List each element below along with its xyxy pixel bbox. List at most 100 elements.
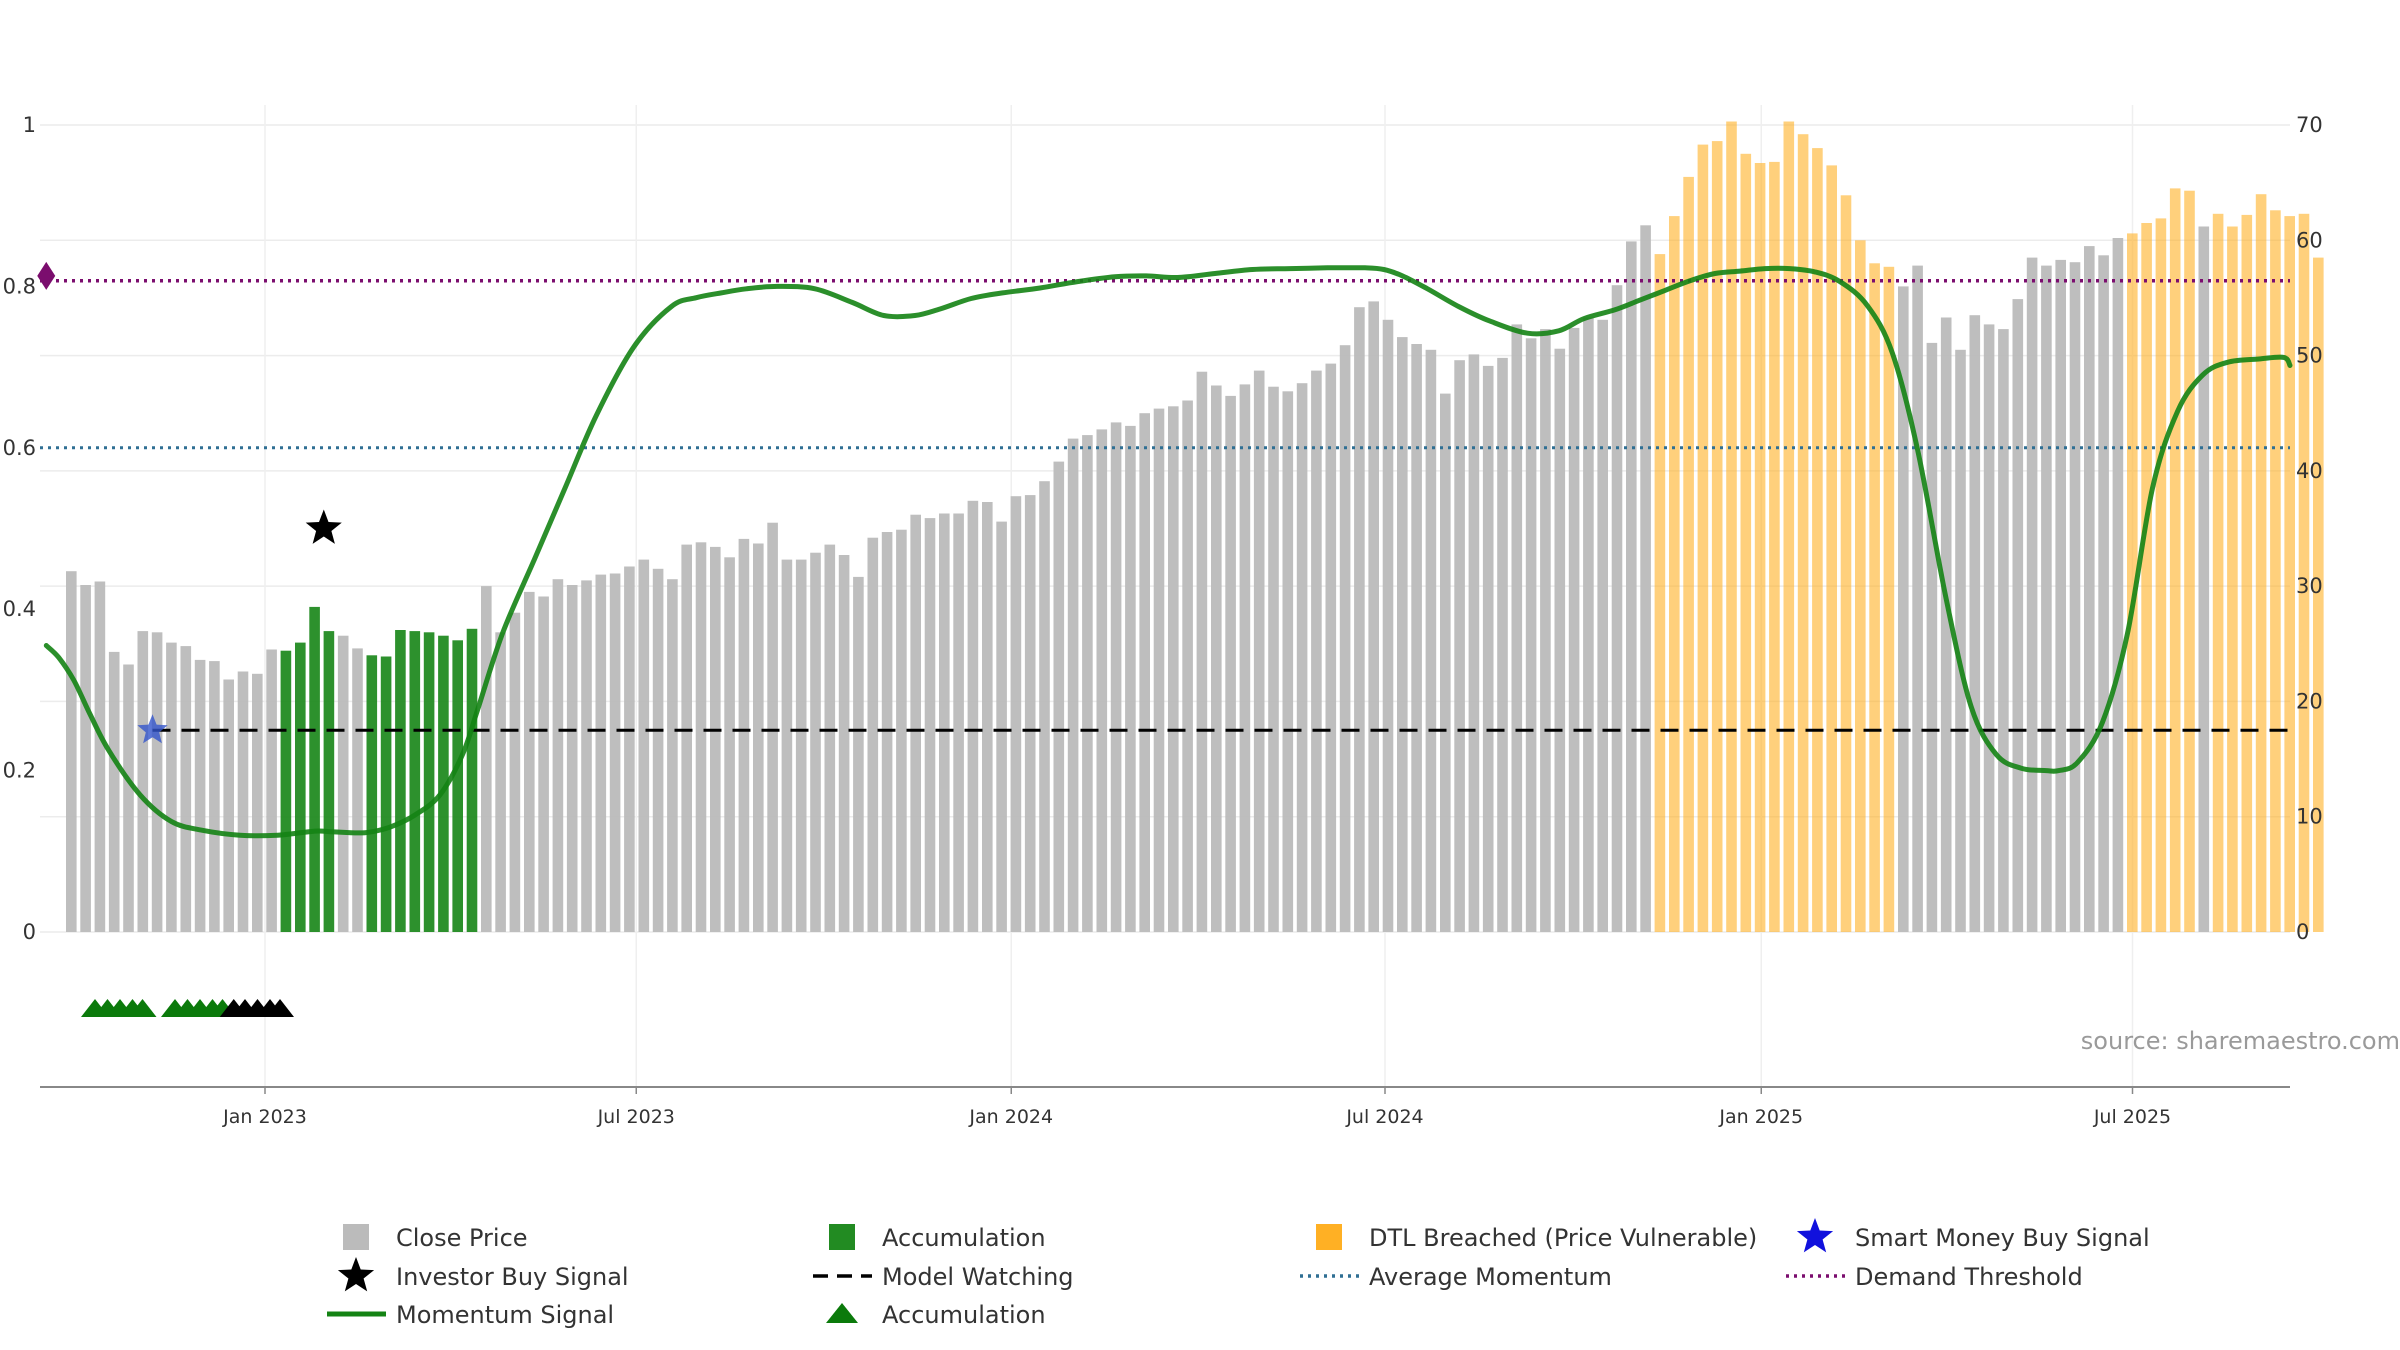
dtl-breached-bar xyxy=(2141,223,2152,932)
close-price-bar xyxy=(1067,438,1079,932)
legend-swatch-square xyxy=(343,1224,369,1250)
legend-swatch-star xyxy=(1796,1218,1834,1253)
close-price-bar xyxy=(123,664,134,932)
legend-swatch-star xyxy=(337,1257,375,1292)
gridlines xyxy=(40,105,2290,1087)
right-y-tick-label: 20 xyxy=(2296,689,2323,713)
close-price-bar xyxy=(1325,363,1337,933)
x-tick-label: Jul 2023 xyxy=(597,1106,675,1128)
close-price-bar xyxy=(1182,400,1193,932)
dtl-breached-bar xyxy=(2241,214,2253,932)
dtl-breached-bar xyxy=(1740,153,1752,933)
close-price-bar xyxy=(1139,413,1150,932)
close-price-bar xyxy=(1368,301,1379,932)
accumulation-bar xyxy=(380,656,392,932)
dtl-breached-bar xyxy=(1669,216,1680,933)
close-price-bar xyxy=(194,659,206,932)
close-price-bar xyxy=(1282,391,1294,932)
close-price-bar xyxy=(1211,385,1222,932)
close-price-bar xyxy=(1397,337,1408,933)
close-price-bar xyxy=(838,555,850,932)
close-price-bar xyxy=(209,661,220,932)
x-tick-label: Jan 2025 xyxy=(1718,1106,1803,1128)
legend-label: Smart Money Buy Signal xyxy=(1855,1224,2150,1252)
close-price-bar xyxy=(781,559,793,932)
close-price-bar xyxy=(853,576,864,932)
accumulation-triangles xyxy=(81,999,294,1017)
close-price-bars xyxy=(66,121,2324,933)
close-price-bar xyxy=(1125,425,1136,932)
momentum-signal-line xyxy=(43,265,2293,839)
close-price-bar xyxy=(266,649,277,932)
close-price-bar xyxy=(982,502,993,932)
close-price-bar xyxy=(66,571,77,932)
close-price-bar xyxy=(2026,257,2038,933)
right-y-tick-label: 10 xyxy=(2296,805,2323,829)
close-price-bar xyxy=(481,586,492,932)
close-price-bar xyxy=(1339,345,1351,932)
close-price-bar xyxy=(1926,342,1938,932)
dtl-breached-bar xyxy=(2313,257,2324,933)
smart-money-buy-star-marker xyxy=(137,714,168,744)
close-price-bar xyxy=(223,679,234,932)
right-y-tick-label: 70 xyxy=(2296,113,2323,137)
close-price-bar xyxy=(1454,360,1465,932)
close-price-bar xyxy=(1940,317,1952,932)
close-price-bar xyxy=(1425,349,1437,932)
close-price-bar xyxy=(2069,262,2081,932)
legend-label: Close Price xyxy=(396,1224,528,1252)
close-price-bar xyxy=(881,532,893,932)
momentum-signal-series xyxy=(43,265,2293,839)
dtl-breached-bar xyxy=(2255,194,2267,932)
close-price-bar xyxy=(337,635,349,932)
close-price-bar xyxy=(180,646,192,932)
close-price-bar xyxy=(1912,265,1923,933)
dtl-breached-bar xyxy=(1783,121,1795,932)
legend-label: Demand Threshold xyxy=(1855,1263,2083,1291)
legend: Close Price Accumulation DTL Breached (Pri… xyxy=(327,1218,2150,1329)
dtl-breached-bar xyxy=(1812,148,1823,933)
close-price-bar xyxy=(1898,286,1909,932)
legend-label: Investor Buy Signal xyxy=(396,1263,629,1291)
accumulation-triangle-marker xyxy=(128,999,157,1017)
close-price-bar xyxy=(910,514,921,932)
close-price-bar xyxy=(1969,315,1981,932)
close-price-bar xyxy=(1010,496,1022,932)
accumulation-bar xyxy=(366,655,378,932)
close-price-bar xyxy=(667,579,678,932)
legend-swatch-triangle xyxy=(826,1303,858,1323)
close-price-bar xyxy=(896,529,907,932)
close-price-bar xyxy=(2055,259,2066,932)
close-price-bar xyxy=(967,500,979,932)
close-price-bar xyxy=(1311,370,1322,933)
close-price-bar xyxy=(2012,299,2024,933)
left-y-tick-label: 0.8 xyxy=(3,274,36,298)
close-price-bar xyxy=(237,671,249,932)
signal-markers xyxy=(37,261,342,744)
accumulation-bar xyxy=(466,628,478,932)
close-price-bar xyxy=(2112,238,2124,932)
left-y-tick-label: 1 xyxy=(23,113,36,137)
close-price-bar xyxy=(867,537,879,932)
accumulation-bar xyxy=(409,631,421,932)
close-price-bar xyxy=(1096,429,1108,932)
close-price-bar xyxy=(1540,329,1551,933)
close-price-bar xyxy=(2198,226,2210,932)
close-price-bar xyxy=(638,559,650,932)
close-price-bar xyxy=(1053,461,1065,932)
close-price-bar xyxy=(108,651,120,932)
close-price-bar xyxy=(1440,393,1451,933)
close-price-bar xyxy=(1955,349,1966,932)
dtl-breached-bar xyxy=(2270,210,2281,933)
close-price-bar xyxy=(1168,406,1179,932)
close-price-bar xyxy=(1468,354,1480,932)
x-tick-label: Jul 2025 xyxy=(2093,1106,2171,1128)
close-price-bar xyxy=(1239,384,1251,932)
legend-label: Accumulation xyxy=(882,1224,1046,1252)
close-price-bar xyxy=(166,642,177,932)
close-price-bar xyxy=(2098,255,2109,933)
close-price-bar xyxy=(1411,344,1422,932)
close-price-bar xyxy=(1110,422,1122,932)
close-price-bar xyxy=(94,581,106,932)
